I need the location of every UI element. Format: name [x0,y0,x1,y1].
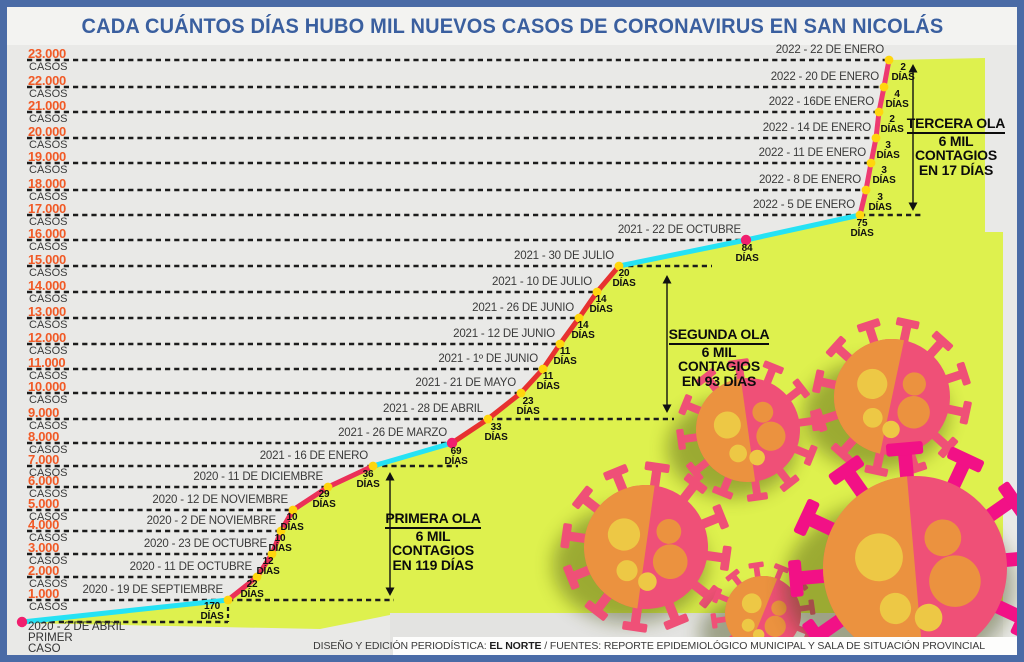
trend-segment [449,416,491,446]
trend-segment [225,574,260,603]
arrow-down-icon [385,587,395,596]
coronavirus-illustration [676,358,820,502]
credits-bar: DISEÑO Y EDICIÓN PERIODÍSTICA: EL NORTE … [313,637,1017,655]
trend-segment [557,315,582,347]
milestone-dot [516,388,526,398]
page-title: CADA CUÁNTOS DÍAS HUBO MIL NUEVOS CASOS … [81,13,943,38]
trend-segment [254,551,275,580]
milestone-dot [16,616,28,628]
trend-segment [594,263,622,295]
milestone-dot [276,526,286,536]
trend-segment [616,237,749,269]
milestone-dot [538,364,548,374]
coronavirus-illustration [560,461,732,633]
trend-segment [518,366,546,396]
arrow-down-icon [662,404,672,413]
milestone-dot [446,437,458,449]
milestone-dot [861,185,871,195]
trend-segment [19,597,231,625]
trend-segment [325,463,376,490]
milestone-dot [855,210,865,220]
milestone-dot [223,595,233,605]
credits-prefix: DISEÑO Y EDICIÓN PERIODÍSTICA: [313,640,490,652]
step-chart [16,55,1017,655]
arrow-up-icon [908,64,918,73]
milestone-dot [267,549,277,559]
trend-segment [881,57,892,90]
credits-text: DISEÑO Y EDICIÓN PERIODÍSTICA: EL NORTE … [313,640,985,652]
arrow-up-icon [662,275,672,284]
credits-suffix: / FUENTES: REPORTE EPIDEMIOLÓGICO MUNICI… [541,640,985,652]
milestone-dot [323,482,333,492]
milestone-dot [740,234,752,246]
milestone-dot [574,313,584,323]
trend-segment [863,160,874,193]
milestone-dot [871,133,881,143]
milestone-dot [252,572,262,582]
milestone-dot [874,107,884,117]
title-bar: CADA CUÁNTOS DÍAS HUBO MIL NUEVOS CASOS … [7,7,1017,45]
trend-segment [743,212,863,243]
credits-brand: EL NORTE [489,640,542,652]
arrow-down-icon [908,202,918,211]
milestone-dot [884,55,894,65]
trend-segment [540,341,563,372]
trend-segment [576,289,600,321]
milestone-dot [592,287,602,297]
trend-segment [290,484,331,513]
arrow-up-icon [385,472,395,481]
trend-segment [370,440,455,469]
milestone-dot [368,461,378,471]
milestone-dot [555,339,565,349]
milestone-dot [288,505,298,515]
milestone-dot [614,261,624,271]
milestone-dot [866,158,876,168]
trend-segment [485,390,524,422]
coronavirus-illustration [812,317,972,477]
milestone-dot [879,82,889,92]
milestone-dot [483,414,493,424]
